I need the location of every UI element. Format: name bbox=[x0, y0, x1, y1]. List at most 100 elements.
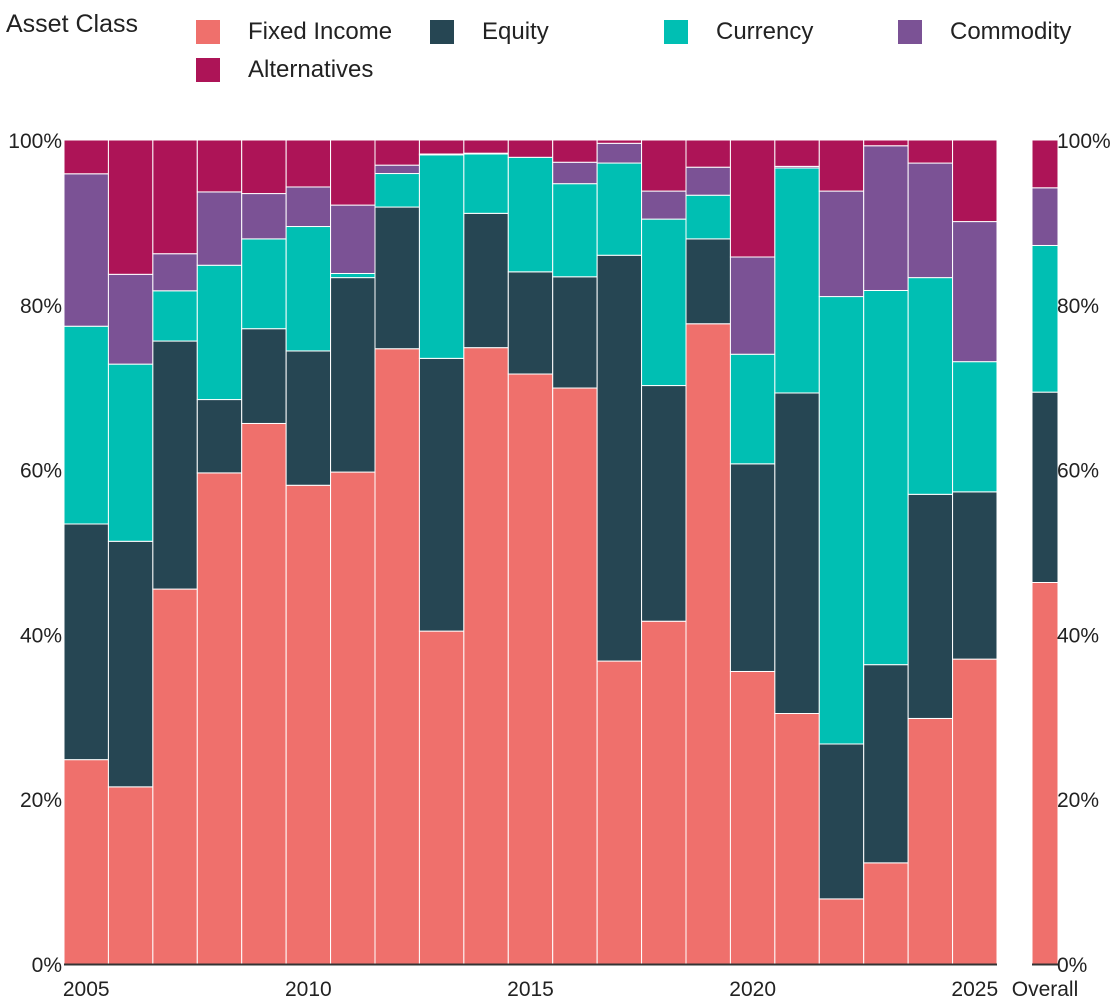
bar-2021-alternatives bbox=[774, 139, 820, 167]
bar-2012-equity bbox=[374, 206, 420, 350]
x-tick-label-2020: 2020 bbox=[729, 978, 776, 1000]
legend-label-alternatives: Alternatives bbox=[248, 56, 374, 83]
legend-item-equity[interactable]: Equity bbox=[430, 18, 549, 46]
bar-2018-equity bbox=[641, 385, 687, 622]
bar-overall-equity bbox=[1031, 391, 1059, 583]
legend-label-currency: Currency bbox=[716, 18, 814, 45]
bar-2010-commodity bbox=[285, 186, 332, 228]
bar-2005-currency bbox=[63, 325, 109, 525]
bar-2020-fixed-income bbox=[729, 670, 776, 965]
bar-2015-equity bbox=[507, 271, 554, 375]
bar-2005-commodity bbox=[63, 173, 109, 327]
bar-2015-fixed-income bbox=[507, 373, 554, 965]
bar-2008-commodity bbox=[196, 191, 243, 266]
y-tick-label-right: 100% bbox=[1057, 130, 1111, 153]
bar-2008-equity bbox=[196, 399, 243, 474]
bar-2025-alternatives bbox=[952, 139, 998, 223]
bar-2016-equity bbox=[552, 276, 598, 389]
bar-2007-commodity bbox=[152, 253, 198, 292]
y-tick-label-left: 60% bbox=[20, 460, 62, 483]
bar-2006-equity bbox=[107, 540, 154, 788]
legend-item-currency[interactable]: Currency bbox=[664, 18, 813, 46]
legend-swatch-currency bbox=[664, 20, 688, 44]
bar-2017-commodity bbox=[596, 142, 643, 164]
bar-2019-currency bbox=[685, 194, 731, 240]
x-tick-label-overall: Overall bbox=[1012, 978, 1079, 1000]
x-tick-label-2015: 2015 bbox=[507, 978, 554, 1000]
bar-2017-fixed-income bbox=[596, 660, 643, 965]
bar-overall-currency bbox=[1031, 244, 1059, 393]
bar-2018-currency bbox=[641, 218, 687, 387]
bar-2016-commodity bbox=[552, 161, 598, 185]
bar-2025-commodity bbox=[952, 221, 998, 363]
bar-2011-fixed-income bbox=[330, 471, 376, 965]
axis-layer: 0% 0% 20% 20% 40% 40% 60% 60% 80% 80% 100% 100% 2005… bbox=[8, 130, 1110, 1000]
bar-2005-fixed-income bbox=[63, 759, 109, 965]
y-tick-label-right: 40% bbox=[1057, 624, 1099, 647]
bar-2022-commodity bbox=[818, 190, 865, 298]
bar-2006-currency bbox=[107, 363, 154, 542]
x-tick-label-2005: 2005 bbox=[63, 978, 110, 1000]
bar-2014-fixed-income bbox=[463, 347, 509, 965]
bar-2008-fixed-income bbox=[196, 472, 243, 965]
bar-2023-currency bbox=[863, 289, 909, 666]
legend-label-equity: Equity bbox=[482, 18, 549, 45]
x-tick-label-2010: 2010 bbox=[285, 978, 332, 1000]
bar-2009-equity bbox=[241, 328, 287, 424]
bar-2007-equity bbox=[152, 340, 198, 590]
bar-2019-fixed-income bbox=[685, 323, 731, 965]
bar-overall-fixed-income bbox=[1031, 581, 1059, 965]
bar-2007-fixed-income bbox=[152, 588, 198, 965]
bar-2012-commodity bbox=[374, 164, 420, 175]
bar-2013-fixed-income bbox=[418, 630, 465, 965]
legend-label-fixed-income: Fixed Income bbox=[248, 18, 393, 45]
bar-2016-currency bbox=[552, 183, 598, 278]
bar-2022-fixed-income bbox=[818, 898, 865, 965]
legend-item-commodity[interactable]: Commodity bbox=[898, 18, 1071, 46]
bar-2010-currency bbox=[285, 226, 332, 352]
bar-2010-equity bbox=[285, 350, 332, 486]
y-tick-label-right: 80% bbox=[1057, 295, 1099, 318]
bars-layer bbox=[63, 139, 1059, 965]
bar-2015-currency bbox=[507, 156, 554, 273]
bar-2023-fixed-income bbox=[863, 862, 909, 965]
y-tick-label-left: 40% bbox=[20, 624, 62, 647]
bar-2025-fixed-income bbox=[952, 658, 998, 965]
bar-2021-equity bbox=[774, 392, 820, 715]
bar-2007-currency bbox=[152, 290, 198, 342]
legend-swatch-alternatives bbox=[196, 58, 220, 82]
legend-swatch-equity bbox=[430, 20, 454, 44]
bar-2012-currency bbox=[374, 173, 420, 208]
legend-swatch-fixed-income bbox=[196, 20, 220, 44]
bar-2007-alternatives bbox=[152, 139, 198, 255]
y-tick-label-right: 60% bbox=[1057, 460, 1099, 483]
y-tick-label-left: 100% bbox=[8, 130, 62, 153]
bar-2023-commodity bbox=[863, 145, 909, 291]
bar-2020-commodity bbox=[729, 256, 776, 355]
y-tick-label-right: 0% bbox=[1057, 954, 1087, 977]
bar-2019-commodity bbox=[685, 166, 731, 196]
bar-2005-equity bbox=[63, 523, 109, 761]
bar-2024-equity bbox=[907, 493, 954, 719]
y-tick-label-left: 20% bbox=[20, 789, 62, 812]
bar-overall-commodity bbox=[1031, 187, 1059, 246]
y-tick-label-left: 80% bbox=[20, 295, 62, 318]
bar-2019-alternatives bbox=[685, 139, 731, 168]
bar-2013-alternatives bbox=[418, 139, 465, 155]
bar-2008-currency bbox=[196, 264, 243, 401]
bar-2009-alternatives bbox=[241, 139, 287, 195]
legend-label-commodity: Commodity bbox=[950, 18, 1072, 45]
bar-2012-alternatives bbox=[374, 139, 420, 166]
bar-2018-fixed-income bbox=[641, 620, 687, 965]
bar-2021-fixed-income bbox=[774, 713, 820, 965]
bar-2017-equity bbox=[596, 254, 643, 662]
legend-item-alternatives[interactable]: Alternatives bbox=[196, 56, 373, 84]
bar-2025-currency bbox=[952, 361, 998, 493]
bar-2011-currency bbox=[330, 272, 376, 279]
bar-2022-alternatives bbox=[818, 139, 865, 192]
y-tick-label-left: 0% bbox=[32, 954, 62, 977]
legend-item-fixed-income[interactable]: Fixed Income bbox=[196, 18, 392, 46]
bar-2011-alternatives bbox=[330, 139, 376, 206]
